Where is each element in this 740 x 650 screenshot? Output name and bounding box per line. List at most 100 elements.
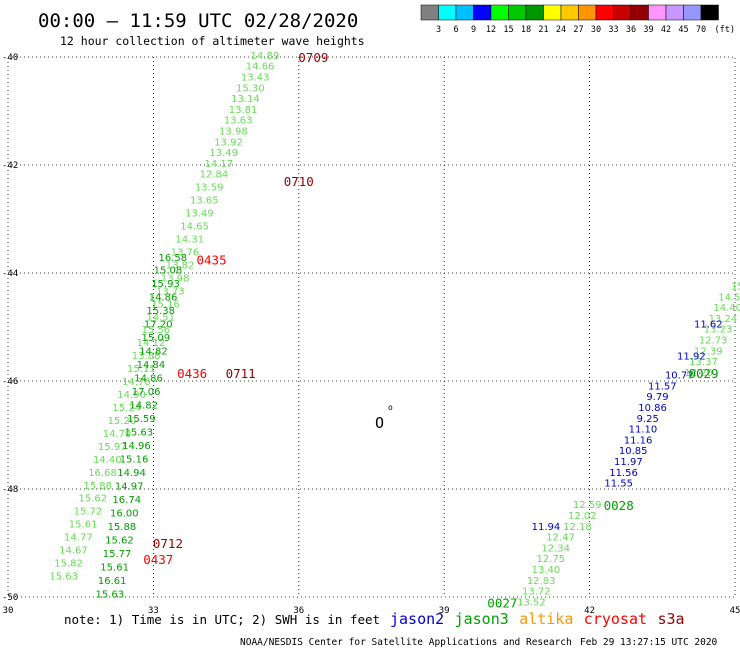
- lat-tick-label: -40: [2, 53, 18, 63]
- swh-value: 11.57: [648, 381, 677, 392]
- swh-value: 13.23: [704, 325, 733, 336]
- lon-tick-label: 36: [293, 606, 304, 616]
- scale-swatch: [683, 4, 702, 21]
- lon-tick-label: 42: [584, 606, 595, 616]
- swh-value: 15.88: [83, 481, 112, 492]
- swh-value: 15.08: [154, 265, 183, 276]
- swh-value: 15.16: [151, 299, 180, 310]
- swh-value: 14.12: [137, 338, 166, 349]
- swh-value: 11.16: [624, 435, 653, 446]
- swh-value: 12.83: [527, 576, 556, 587]
- swh-value: 12.73: [699, 336, 728, 347]
- island-glyph: o: [388, 403, 393, 412]
- scale-label: 27: [573, 25, 583, 35]
- swh-value: 14.67: [59, 546, 88, 557]
- lon-tick-label: 39: [439, 606, 450, 616]
- swh-value: 13.92: [214, 137, 243, 148]
- pass-time-label: 0710: [284, 174, 314, 189]
- scale-swatch: [455, 4, 474, 21]
- scale-swatch: [508, 4, 527, 21]
- footer-note: note: 1) Time is in UTC; 2) SWH is in fe…: [64, 612, 380, 627]
- map-grid: [7, 56, 736, 598]
- swh-value: 15.77: [103, 549, 132, 560]
- footer-credit: NOAA/NESDIS Center for Satellite Applica…: [240, 637, 572, 648]
- swh-value: 16.74: [112, 495, 141, 506]
- pass-time-label: 0029: [688, 366, 718, 381]
- swh-value: 15.24: [112, 403, 141, 414]
- swh-value: 10.85: [619, 446, 648, 457]
- swh-value: 15.61: [69, 520, 98, 531]
- scale-swatch: [490, 4, 509, 21]
- scale-label: 45: [678, 25, 688, 35]
- swh-value: 12.34: [541, 543, 570, 554]
- swh-value: 15.59: [127, 414, 156, 425]
- swh-value: 15: [731, 282, 740, 293]
- swh-value: 14.94: [117, 468, 146, 479]
- swh-value: 13.49: [209, 148, 238, 159]
- swh-value: 14.17: [205, 159, 234, 170]
- scale-swatch: [578, 4, 597, 21]
- swh-value: 14.96: [122, 441, 151, 452]
- pass-time-label: 0437: [143, 552, 173, 567]
- scale-swatch: [630, 4, 649, 21]
- swh-value: 9.79: [646, 392, 668, 403]
- swh-value: 11.97: [614, 457, 643, 468]
- scale-label: 70: [696, 25, 706, 35]
- swh-value: 16.68: [88, 468, 117, 479]
- scale-swatch: [473, 4, 492, 21]
- scale-label: 3: [436, 25, 441, 35]
- swh-value: 14.77: [64, 533, 93, 544]
- swh-value: 15.63: [49, 571, 78, 582]
- swh-value: 15.63: [125, 427, 154, 438]
- swh-value: 11.62: [694, 319, 723, 330]
- scale-label: 21: [538, 25, 548, 35]
- swh-value: 13.52: [517, 597, 546, 608]
- swh-value: 15.62: [105, 535, 134, 546]
- swh-value: 14.70: [103, 429, 132, 440]
- swh-value: 15.62: [78, 494, 107, 505]
- swh-value: 15.61: [100, 562, 129, 573]
- swh-value: 14.40: [713, 303, 740, 314]
- map-frame: [7, 56, 736, 598]
- scale-label: 36: [626, 25, 636, 35]
- swh-value: 12.59: [573, 500, 602, 511]
- swh-value: 15.56: [142, 325, 171, 336]
- swh-value: 12.39: [694, 346, 723, 357]
- scale-swatch: [665, 4, 684, 21]
- map-axes: 30 33 36 39 42 45 -40 -42 -44 -46 -48 -50: [2, 53, 740, 616]
- scale-swatch: [543, 4, 562, 21]
- swh-value: 15.93: [151, 279, 180, 290]
- swh-value: 14.51: [146, 312, 175, 323]
- swh-value: 14.97: [115, 481, 144, 492]
- swh-value: 13.63: [224, 116, 253, 127]
- scale-swatch: [525, 4, 544, 21]
- color-scale-legend: 3 6 9 12 15 18 21 24 27 30 33 36 39 42 45 70 (ft): [420, 4, 735, 35]
- swh-value: 11.10: [629, 425, 658, 436]
- swh-value: 15.88: [108, 522, 137, 533]
- island-glyph: O: [375, 414, 384, 432]
- scale-swatch: [560, 4, 579, 21]
- swh-value: 13.98: [161, 273, 190, 284]
- scale-swatch: [438, 4, 457, 21]
- swh-value: 17.06: [132, 387, 161, 398]
- swh-value: 11.55: [604, 479, 633, 490]
- satellite-name: cryosat: [584, 610, 647, 628]
- scale-label: 30: [591, 25, 601, 35]
- swh-value: 14.82: [129, 400, 158, 411]
- swh-value: 15.82: [54, 559, 83, 570]
- swh-value: 13.73: [156, 286, 185, 297]
- swh-value: 12.20: [684, 368, 713, 379]
- swh-value: 13.37: [689, 357, 718, 368]
- page-title: 00:00 – 11:59 UTC 02/28/2020: [38, 10, 358, 32]
- pass-time-label: 0028: [604, 498, 634, 513]
- swh-value: 13.98: [219, 127, 248, 138]
- swh-value: 14.65: [180, 222, 209, 233]
- swh-value: 15.63: [95, 589, 124, 600]
- swh-value: 16.61: [98, 576, 127, 587]
- swh-value: 14.89: [251, 51, 280, 62]
- satellite-legend: jason2 jason3 altika cryosat s3a: [390, 610, 685, 628]
- swh-value: 14.90: [117, 390, 146, 401]
- swh-value: 16.00: [110, 508, 139, 519]
- pass-time-label: 0712: [153, 536, 183, 551]
